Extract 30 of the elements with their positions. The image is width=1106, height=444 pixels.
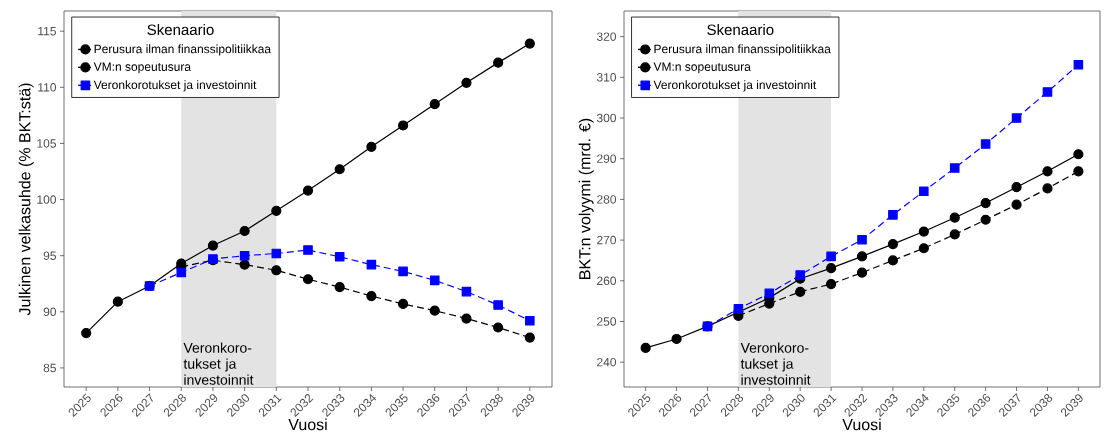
legend-title: Skenaario xyxy=(147,24,214,36)
legend-label: VM:n sopeutusura xyxy=(653,62,751,74)
y-tick-label: 100 xyxy=(37,195,57,204)
y-tick-label: 85 xyxy=(43,363,56,373)
y-tick-label: 250 xyxy=(597,317,617,326)
x-axis-title: Vuosi xyxy=(288,418,327,431)
y-axis-title: Julkinen velkasuhde (% BKT:stä) xyxy=(18,83,34,316)
legend-label: Perusura ilman finanssipolitiikkaa xyxy=(654,44,831,56)
y-tick-label: 300 xyxy=(596,113,617,123)
y-tick-label: 280 xyxy=(597,195,617,204)
y-tick-label: 95 xyxy=(43,251,56,260)
y-tick-label: 115 xyxy=(38,27,56,36)
legend-label: Veronkorotukset ja investoinnit xyxy=(653,80,817,92)
y-tick-label: 110 xyxy=(38,83,57,92)
band-label: Veronkoro-tukset ja investoinnit xyxy=(740,342,811,385)
y-tick-label: 310 xyxy=(596,73,617,82)
band-label: Veronkoro-tukset ja investoinnit xyxy=(183,342,254,385)
y-tick-label: 260 xyxy=(597,276,617,286)
y-axis-title: BKT:n volyymi (mrd. €) xyxy=(578,118,594,279)
y-tick-label: 290 xyxy=(597,154,617,163)
legend-label: Veronkorotukset ja investoinnit xyxy=(93,80,257,92)
y-tick-label: 105 xyxy=(37,139,56,148)
y-tick-label: 90 xyxy=(43,307,57,317)
legend-label: VM:n sopeutusura xyxy=(93,62,192,74)
y-tick-label: 240 xyxy=(597,357,617,367)
legend-label: Perusura ilman finanssipolitiikkaa xyxy=(94,44,272,56)
legend-title: Skenaario xyxy=(707,24,774,36)
x-axis-title: Vuosi xyxy=(842,418,881,431)
y-tick-label: 270 xyxy=(597,235,617,245)
y-tick-label: 320 xyxy=(596,32,617,41)
